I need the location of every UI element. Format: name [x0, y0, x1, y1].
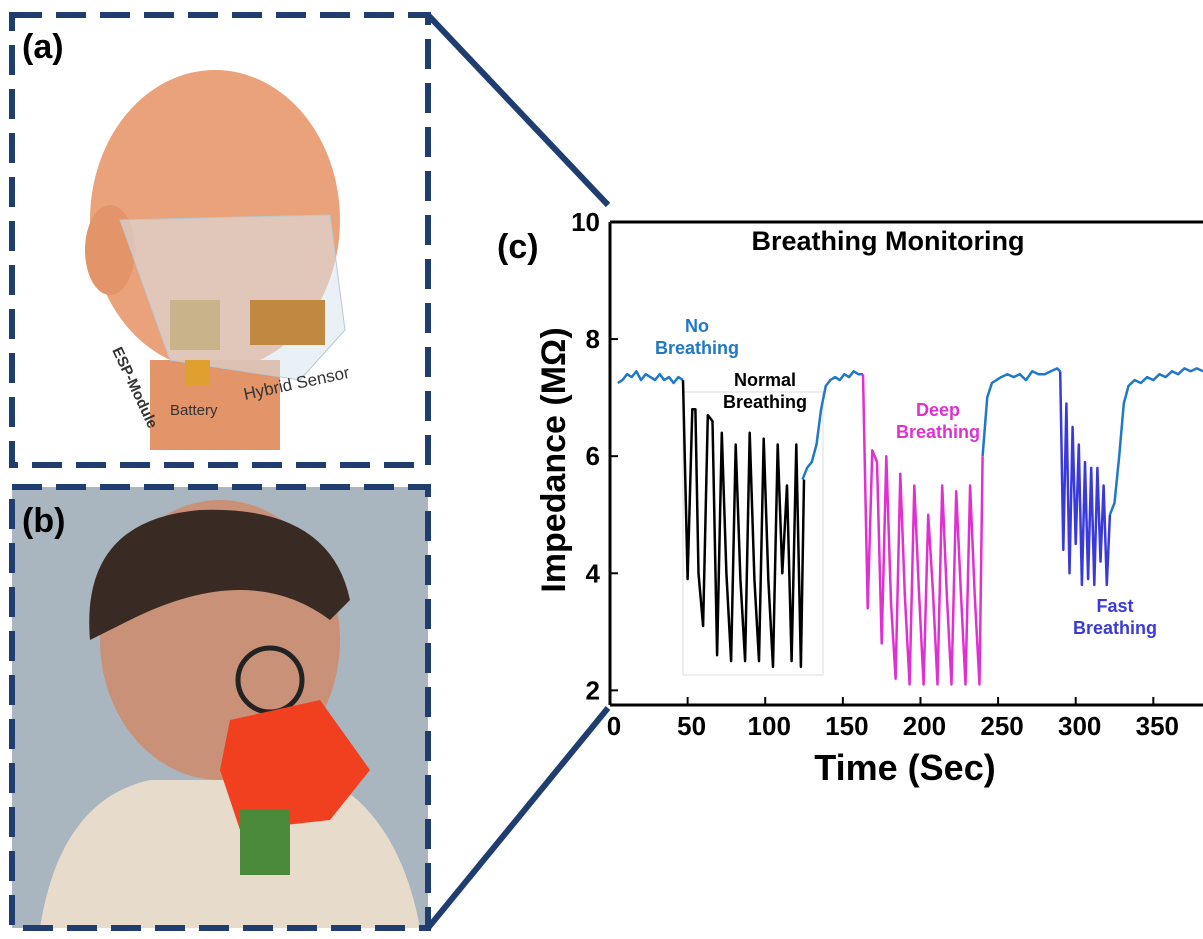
hybrid-sensor — [250, 300, 325, 345]
connector — [428, 15, 608, 205]
chart-title: Breathing Monitoring — [752, 226, 1025, 256]
series-label-line: Breathing — [896, 422, 980, 442]
series-line — [863, 374, 983, 684]
ear — [85, 205, 135, 295]
panel-a: ESP-Module Battery Hybrid Sensor (a) — [12, 15, 428, 465]
panel-label: (a) — [22, 28, 64, 66]
y-tick-label: 4 — [586, 558, 601, 588]
x-tick-label: 100 — [748, 711, 791, 741]
x-tick-label: 350 — [1136, 711, 1179, 741]
mask — [120, 215, 345, 380]
x-tick-label: 250 — [980, 711, 1023, 741]
panel-label: (b) — [22, 502, 65, 540]
series-label-line: Deep — [916, 400, 960, 420]
series-label-line: No — [685, 316, 709, 336]
x-tick-label: 300 — [1058, 711, 1101, 741]
y-tick-label: 10 — [571, 207, 600, 237]
annotation: Battery — [170, 402, 218, 419]
panel-b: (b) — [12, 487, 428, 928]
x-axis-label: Time (Sec) — [814, 747, 995, 788]
x-tick-label: 200 — [903, 711, 946, 741]
battery — [185, 360, 210, 385]
series-label-line: Breathing — [723, 392, 807, 412]
x-tick-label: 50 — [677, 711, 706, 741]
y-tick-label: 6 — [586, 441, 600, 471]
x-tick-label: 150 — [825, 711, 868, 741]
series-label-line: Fast — [1096, 596, 1133, 616]
series-label-line: Normal — [734, 370, 796, 390]
panel-label: (c) — [497, 228, 539, 266]
figure: ESP-Module Battery Hybrid Sensor (a) (b)… — [0, 0, 1203, 934]
series-line — [683, 380, 804, 667]
y-axis-label: Impedance (MΩ) — [535, 327, 573, 592]
battery — [240, 810, 290, 875]
y-tick-label: 8 — [586, 324, 600, 354]
x-tick-label: 0 — [607, 711, 621, 741]
y-tick-label: 2 — [586, 675, 600, 705]
series-line — [1060, 371, 1110, 585]
connector — [428, 708, 608, 928]
series-label-line: Breathing — [655, 338, 739, 358]
esp-module — [170, 300, 220, 350]
series-label-line: Breathing — [1073, 618, 1157, 638]
